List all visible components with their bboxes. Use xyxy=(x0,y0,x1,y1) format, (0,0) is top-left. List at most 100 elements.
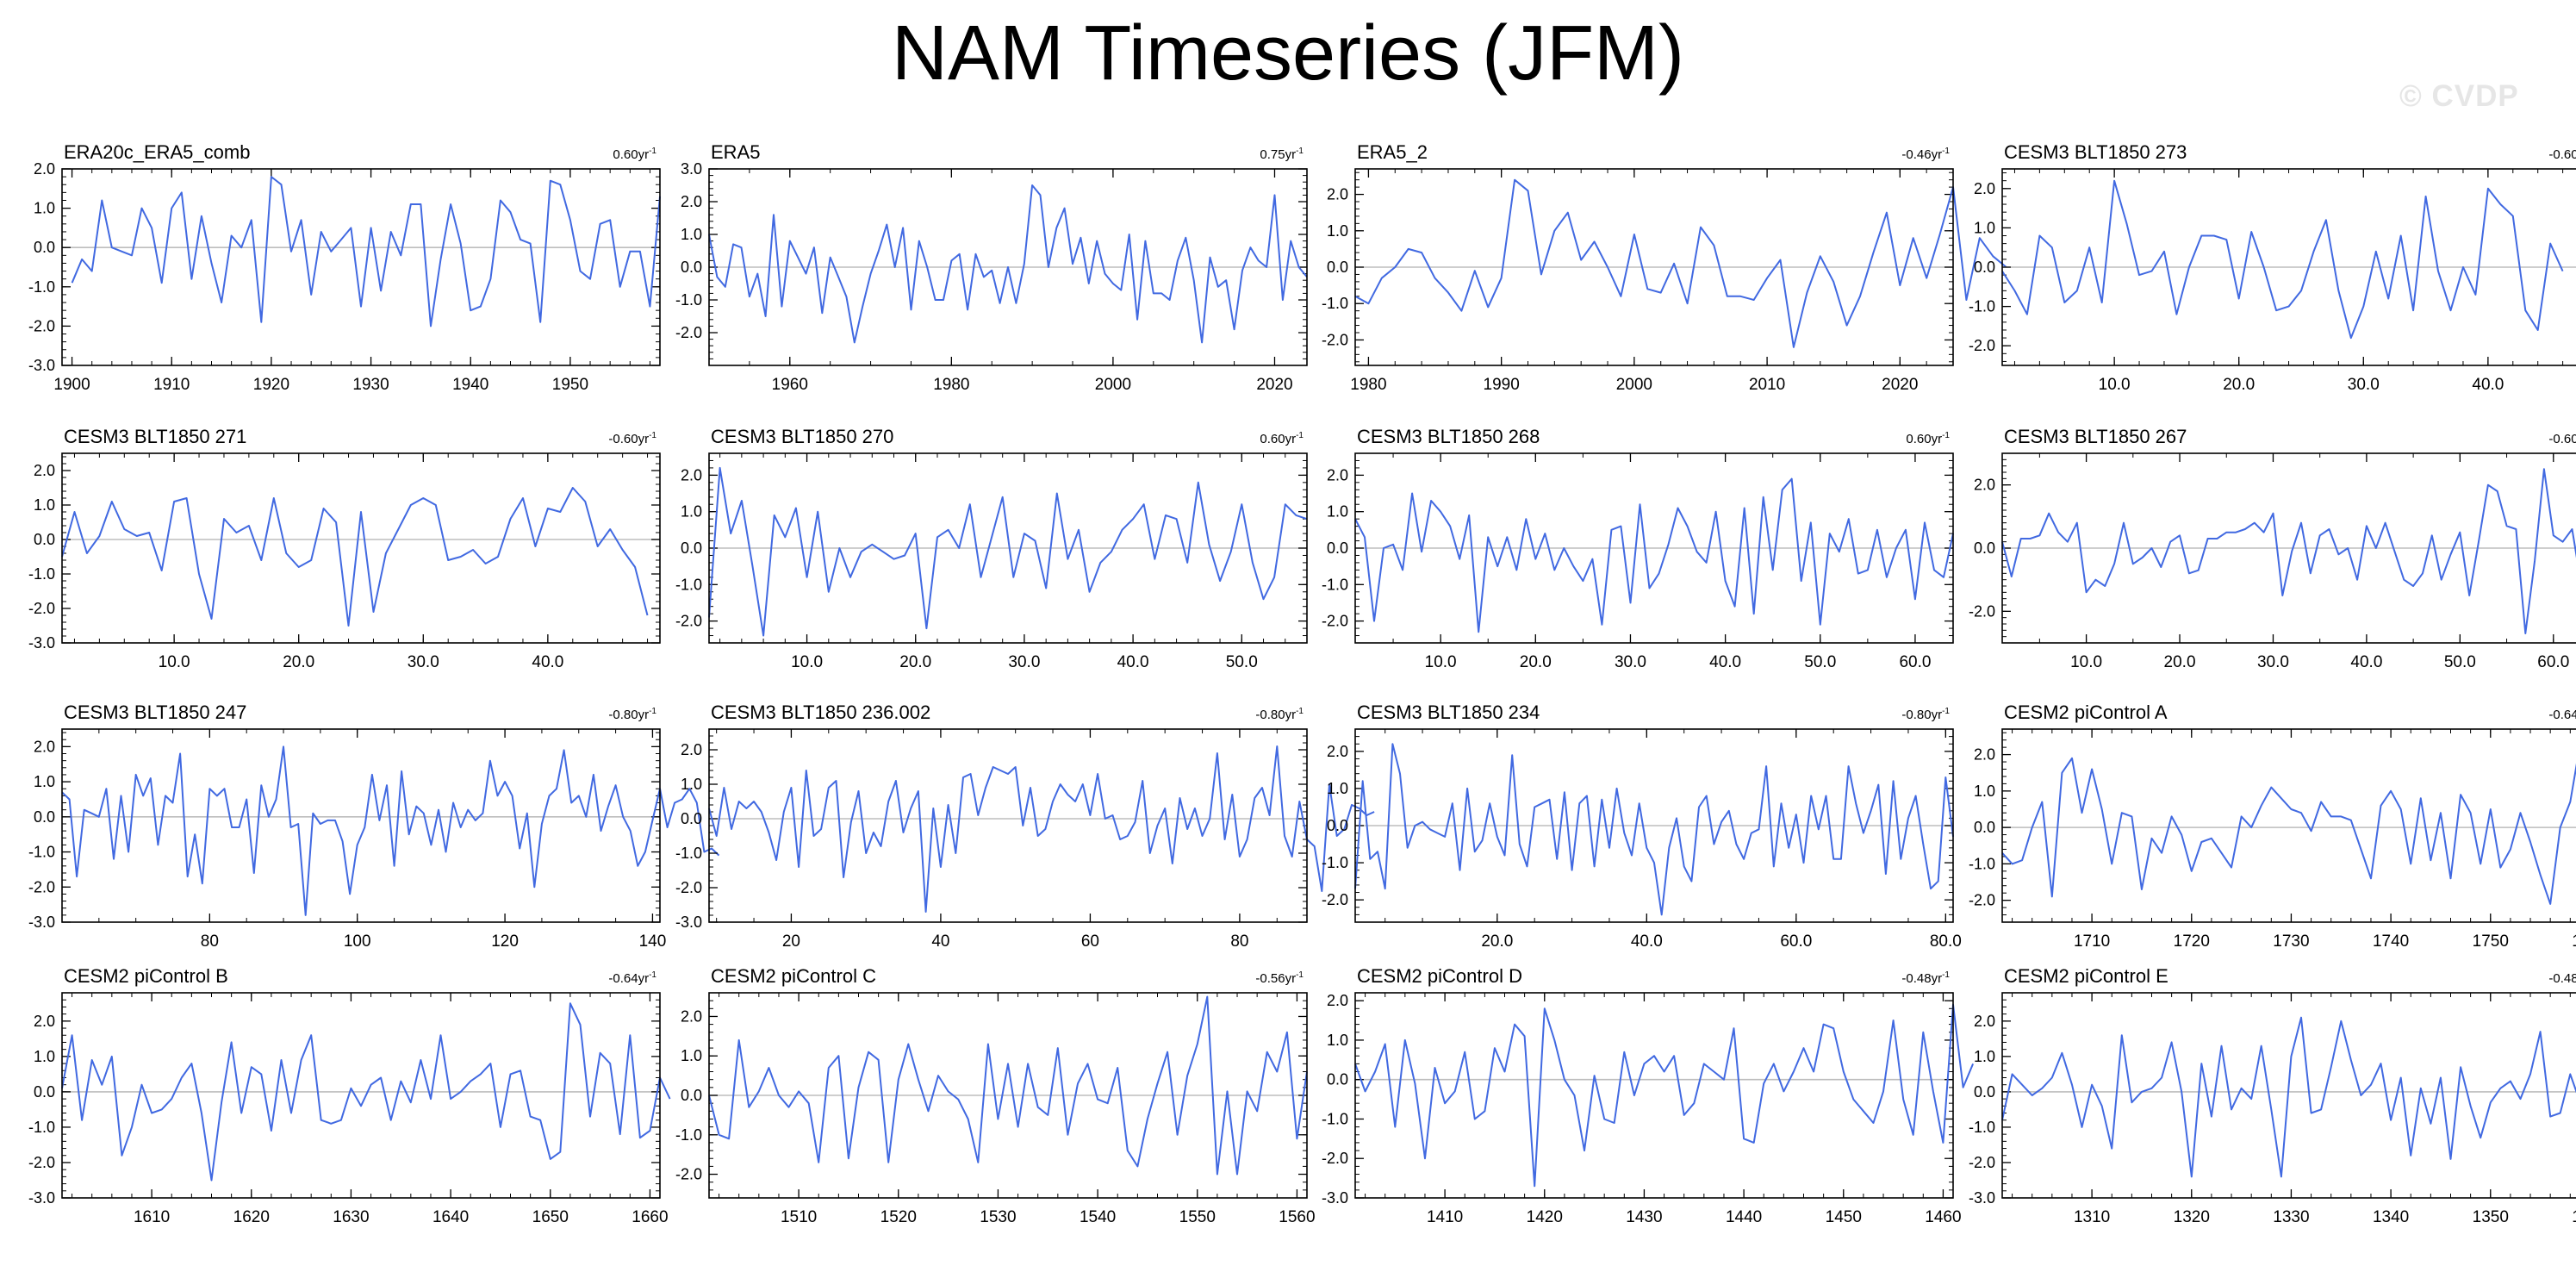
x-tick-label: 10.0 xyxy=(1425,653,1457,671)
series-line xyxy=(708,466,1308,637)
y-tick-label: 2.0 xyxy=(34,462,55,479)
y-tick-label: 0.0 xyxy=(34,808,55,826)
y-tick-label: -2.0 xyxy=(1969,892,1995,909)
chart-panel: CESM3 BLT1850 236.002 -0.80yr-1 -3.0 -2.0 -1… xyxy=(675,702,1375,951)
x-tick-label: 2000 xyxy=(1095,376,1131,394)
y-tick-label: 2.0 xyxy=(1327,743,1348,760)
chart-panel: CESM2 piControl D -0.48yr-1 -3.0 -2.0 -1.0 0.… xyxy=(1322,965,1975,1226)
y-tick-label: 2.0 xyxy=(1974,180,1995,197)
series-line xyxy=(61,487,649,627)
y-tick-label: -2.0 xyxy=(28,878,55,895)
trend-label: -0.60yr-1 xyxy=(2548,147,2576,162)
panel-frame xyxy=(61,168,661,366)
panel-frame xyxy=(2001,452,2576,644)
trend-unit: yr xyxy=(1932,432,1943,446)
x-tick-label: 1980 xyxy=(933,376,969,394)
x-tick-label: 1330 xyxy=(2273,1208,2309,1226)
x-tick-label: 1460 xyxy=(1925,1208,1961,1226)
x-tick-label: 1540 xyxy=(1080,1208,1116,1226)
x-tick-label: 1310 xyxy=(2074,1208,2110,1226)
y-tick-label: -3.0 xyxy=(28,1189,55,1207)
y-tick-label: 2.0 xyxy=(1327,186,1348,203)
x-tick-label: 60 xyxy=(1081,932,1099,951)
panel-title: CESM3 BLT1850 271 xyxy=(64,426,246,447)
x-tick-label: 10.0 xyxy=(791,653,823,671)
trend-exponent: -1 xyxy=(649,431,656,440)
x-tick-label: 1740 xyxy=(2373,932,2409,951)
x-tick-label: 40.0 xyxy=(532,653,563,671)
y-tick-label: 2.0 xyxy=(1327,466,1348,483)
panel-title: ERA5 xyxy=(711,141,760,163)
y-tick-label: -1.0 xyxy=(675,1126,702,1144)
y-tick-label: 0.0 xyxy=(1974,819,1995,836)
y-tick-label: 1.0 xyxy=(34,200,55,217)
x-tick-label: 10.0 xyxy=(2099,376,2131,394)
chart-panel: CESM2 piControl E -0.48yr-1 -3.0 -2.0 -1.0 0.… xyxy=(1969,965,2576,1226)
y-tick-label: 2.0 xyxy=(681,741,702,758)
trend-label: -0.64yr-1 xyxy=(608,970,656,986)
y-tick-label: 0.0 xyxy=(1327,539,1348,557)
y-tick-label: -2.0 xyxy=(28,317,55,334)
y-tick-label: 0.0 xyxy=(34,1083,55,1101)
trend-label: -0.46yr-1 xyxy=(1901,147,1950,162)
panel-frame xyxy=(61,992,661,1199)
series-line xyxy=(2001,1016,2576,1178)
trend-exponent: -1 xyxy=(1942,147,1950,156)
x-tick-label: 20.0 xyxy=(2164,653,2196,671)
x-tick-label: 1410 xyxy=(1427,1208,1463,1226)
y-tick-label: 1.0 xyxy=(34,1048,55,1065)
x-tick-label: 1900 xyxy=(53,376,90,394)
x-tick-label: 30.0 xyxy=(1615,653,1646,671)
trend-label: -0.80yr-1 xyxy=(608,707,656,722)
x-tick-label: 1940 xyxy=(452,376,488,394)
x-tick-label: 30.0 xyxy=(408,653,439,671)
chart-panel: CESM2 piControl A -0.64yr-1 -2.0 -1.0 0.0 1.0… xyxy=(1969,702,2576,951)
x-tick-label: 1360 xyxy=(2572,1208,2576,1226)
x-tick-label: 1420 xyxy=(1527,1208,1563,1226)
y-tick-label: 1.0 xyxy=(681,226,702,243)
x-tick-label: 40.0 xyxy=(2350,653,2382,671)
panel-frame xyxy=(708,452,1308,644)
y-tick-label: 2.0 xyxy=(34,160,55,178)
panel-frame xyxy=(61,452,661,644)
x-tick-label: 1520 xyxy=(880,1208,917,1226)
y-tick-label: 1.0 xyxy=(681,776,702,793)
y-tick-label: -2.0 xyxy=(28,1154,55,1171)
y-tick-label: -2.0 xyxy=(675,879,702,896)
panel-title: CESM2 piControl A xyxy=(2004,702,2168,723)
trend-label: -0.64yr-1 xyxy=(2548,707,2576,722)
trend-exponent: -1 xyxy=(649,970,656,980)
trend-unit: yr xyxy=(1285,147,1297,162)
x-tick-label: 1710 xyxy=(2074,932,2110,951)
x-tick-label: 1720 xyxy=(2174,932,2210,951)
chart-panel: CESM2 piControl B -0.64yr-1 -3.0 -2.0 -1.0 0.… xyxy=(28,965,671,1226)
trend-exponent: -1 xyxy=(1942,431,1950,440)
y-tick-label: -1.0 xyxy=(28,844,55,861)
y-tick-label: 2.0 xyxy=(681,193,702,210)
y-tick-label: -3.0 xyxy=(28,914,55,931)
x-tick-label: 10.0 xyxy=(159,653,190,671)
x-tick-label: 1930 xyxy=(352,376,389,394)
y-tick-label: 0.0 xyxy=(681,259,702,276)
series-line xyxy=(708,184,1308,344)
y-tick-label: -1.0 xyxy=(1969,1119,1995,1136)
y-tick-label: -2.0 xyxy=(1322,891,1348,908)
x-tick-label: 80 xyxy=(201,932,219,951)
series-line xyxy=(708,745,1375,913)
y-tick-label: -1.0 xyxy=(28,278,55,296)
y-tick-label: -2.0 xyxy=(1969,602,1995,620)
x-tick-label: 40.0 xyxy=(1709,653,1741,671)
trend-label: -0.56yr-1 xyxy=(1255,970,1304,986)
trend-unit: yr xyxy=(1285,971,1297,986)
panel-title: CESM3 BLT1850 273 xyxy=(2004,141,2187,163)
panel-frame xyxy=(2001,992,2576,1199)
panel-title: CESM2 piControl E xyxy=(2004,965,2168,987)
y-tick-label: -2.0 xyxy=(28,600,55,617)
y-tick-label: 1.0 xyxy=(1327,503,1348,521)
y-tick-label: 2.0 xyxy=(1974,1013,1995,1030)
trend-unit: yr xyxy=(1932,708,1943,722)
y-tick-label: -2.0 xyxy=(1322,1150,1348,1167)
panel-title: CESM2 piControl C xyxy=(711,965,876,987)
x-tick-label: 1910 xyxy=(153,376,190,394)
chart-panel: ERA5 0.75yr-1 -2.0 -1.0 0.0 1.0 2.0 3.0 1960 1980… xyxy=(675,141,1308,394)
